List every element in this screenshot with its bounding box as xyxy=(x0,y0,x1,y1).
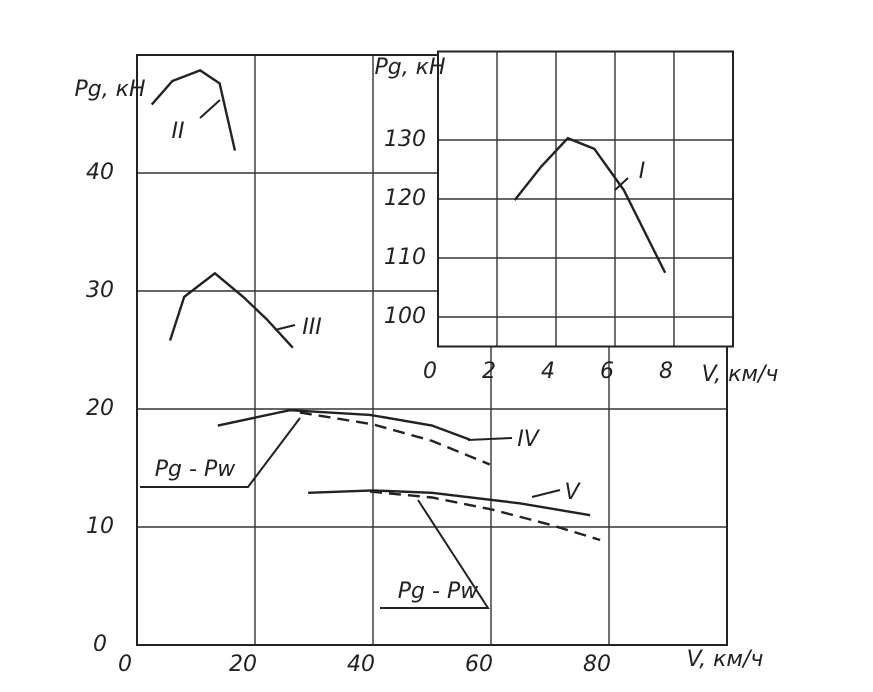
x-tick-label: 4 xyxy=(541,359,555,384)
x-tick-label: 2 xyxy=(482,359,496,384)
plot-frame xyxy=(437,50,734,348)
leader-line xyxy=(467,437,513,441)
curve-line xyxy=(217,408,471,441)
leader-line xyxy=(531,489,561,498)
x-tick-label: 20 xyxy=(229,652,257,677)
curve-line xyxy=(299,411,491,466)
series-label: III xyxy=(302,315,321,340)
leader-line xyxy=(274,324,296,331)
y-tick-label: 30 xyxy=(86,278,114,303)
series-label: II xyxy=(172,119,185,144)
y-tick-label: 120 xyxy=(384,186,426,211)
y-tick-label: 10 xyxy=(86,514,114,539)
y-axis-label: Pg, кН xyxy=(74,77,145,102)
y-tick-label: 20 xyxy=(86,396,114,421)
x-axis-label: V, км/ч xyxy=(687,647,764,672)
series-label: Pg - Pw xyxy=(155,457,236,482)
series-label: I xyxy=(639,159,646,184)
leader-line xyxy=(614,177,629,191)
y-axis-label: Pg, кН xyxy=(374,55,445,80)
leader-line xyxy=(199,99,221,119)
series-label: IV xyxy=(517,427,540,452)
curve-line xyxy=(168,271,294,349)
curve-line xyxy=(369,490,601,542)
x-tick-label: 6 xyxy=(600,359,614,384)
x-tick-label: 60 xyxy=(465,652,493,677)
curve-line xyxy=(513,136,667,274)
leader-line xyxy=(380,499,490,609)
x-axis-label: V, км/ч xyxy=(702,362,779,387)
y-tick-label: 0 xyxy=(93,632,107,657)
x-tick-label: 0 xyxy=(118,652,132,677)
y-tick-label: 40 xyxy=(86,160,114,185)
series-label: V xyxy=(564,480,581,505)
plot-frame xyxy=(136,54,728,646)
leader-line xyxy=(140,417,301,488)
x-tick-label: 80 xyxy=(583,652,611,677)
series-label: Pg - Pw xyxy=(398,579,479,604)
y-tick-label: 100 xyxy=(384,304,426,329)
x-tick-label: 8 xyxy=(659,359,673,384)
y-tick-label: 130 xyxy=(384,127,426,152)
y-tick-label: 110 xyxy=(384,245,426,270)
x-tick-label: 40 xyxy=(347,652,375,677)
curve-line xyxy=(150,68,237,151)
x-tick-label: 0 xyxy=(423,359,437,384)
curve-line xyxy=(308,489,591,517)
